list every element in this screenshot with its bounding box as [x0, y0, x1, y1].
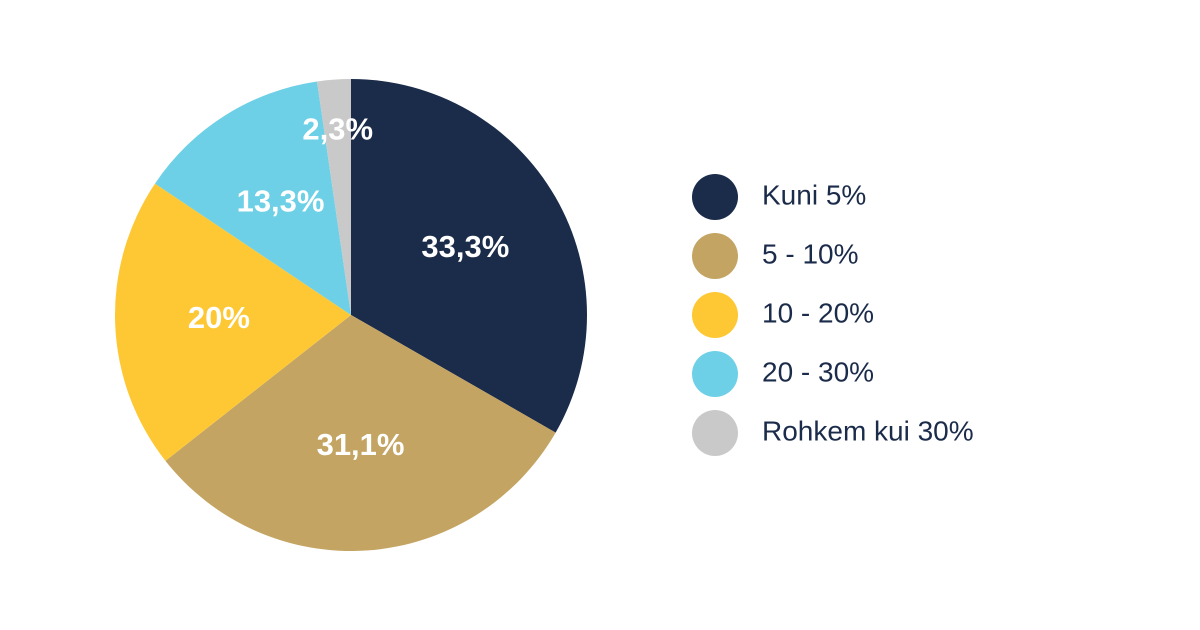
value-label: 20%: [188, 300, 250, 335]
pie-slice: [154, 81, 351, 315]
legend-swatch: [692, 351, 738, 397]
pie-slice: [317, 79, 351, 315]
value-label: 13,3%: [237, 183, 325, 218]
value-label: 31,1%: [317, 427, 405, 462]
legend-swatch: [692, 292, 738, 338]
pie-slice: [351, 79, 587, 433]
legend-label: 10 - 20%: [762, 297, 874, 328]
legend-swatch: [692, 174, 738, 220]
legend-label: Kuni 5%: [762, 179, 866, 210]
value-label: 2,3%: [302, 112, 373, 147]
legend-label: 5 - 10%: [762, 238, 859, 269]
legend-label: Rohkem kui 30%: [762, 415, 974, 446]
pie-slice: [165, 315, 556, 551]
pie-slice: [115, 183, 351, 461]
legend-swatch: [692, 410, 738, 456]
legend-label: 20 - 30%: [762, 356, 874, 387]
value-label: 33,3%: [421, 229, 509, 264]
legend-swatch: [692, 233, 738, 279]
